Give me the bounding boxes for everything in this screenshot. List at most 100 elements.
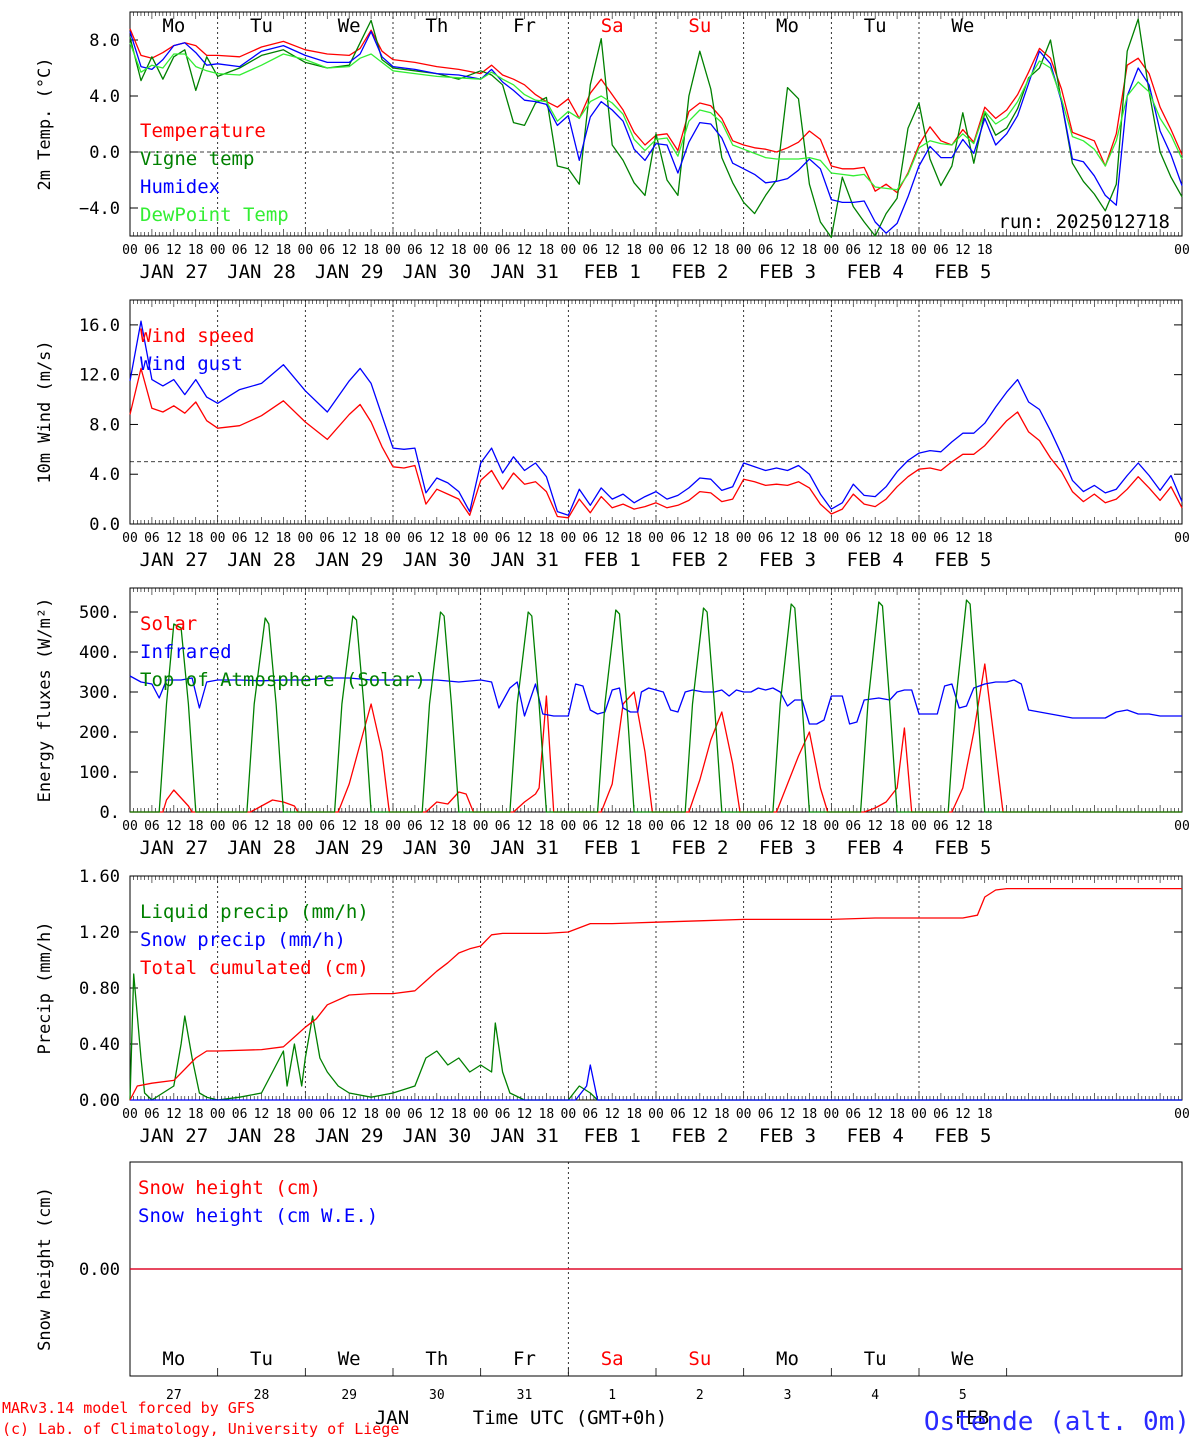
y-tick-label: −4.0 <box>79 199 120 219</box>
x-axis-title: Time UTC (GMT+0h) <box>473 1407 667 1429</box>
hour-label: 12 <box>341 531 357 546</box>
weekday-label: We <box>951 1348 974 1370</box>
date-label: JAN 30 <box>403 837 472 859</box>
hour-label: 18 <box>363 243 379 258</box>
legend-entry: Vigne temp <box>140 148 254 170</box>
hour-label: 18 <box>626 819 642 834</box>
date-label: FEB 5 <box>934 549 991 571</box>
hour-label: 18 <box>889 531 905 546</box>
legend-entry: Top of Atmosphere (Solar) <box>140 669 426 691</box>
hour-label: 12 <box>517 243 533 258</box>
hour-label: 06 <box>319 531 335 546</box>
hour-label: 00 <box>561 819 577 834</box>
hour-label: 18 <box>802 1107 818 1122</box>
date-label: FEB 2 <box>671 1125 728 1147</box>
hour-label: 06 <box>144 1107 160 1122</box>
hour-label: 18 <box>188 243 204 258</box>
date-label: JAN 27 <box>140 837 209 859</box>
hour-label: 12 <box>429 531 445 546</box>
hour-label: 18 <box>451 531 467 546</box>
hour-label: 00 <box>561 531 577 546</box>
legend-entry: Snow precip (mm/h) <box>140 929 346 951</box>
month-label-jan: JAN <box>375 1407 409 1429</box>
hour-label: 00 <box>911 1107 927 1122</box>
hour-label: 06 <box>319 243 335 258</box>
hour-label: 00 <box>1174 531 1190 546</box>
hour-label: 00 <box>736 531 752 546</box>
hour-label: 06 <box>495 243 511 258</box>
y-tick-label: 400. <box>79 643 120 663</box>
hour-label: 00 <box>122 1107 138 1122</box>
y-tick-label: 1.60 <box>79 867 120 887</box>
hour-label: 00 <box>1174 1107 1190 1122</box>
day-number-label: 3 <box>784 1388 792 1403</box>
series-infrared <box>129 675 1182 725</box>
hour-label: 00 <box>648 1107 664 1122</box>
series-snow-precip-mm-h <box>130 1064 1182 1101</box>
hour-label: 18 <box>977 531 993 546</box>
date-label: FEB 4 <box>847 837 904 859</box>
hour-label: 06 <box>582 819 598 834</box>
hour-label: 00 <box>911 819 927 834</box>
hour-label: 06 <box>495 1107 511 1122</box>
day-number-label: 4 <box>871 1388 879 1403</box>
hour-label: 06 <box>670 531 686 546</box>
month-label-feb: FEB <box>955 1407 989 1429</box>
hour-label: 18 <box>889 1107 905 1122</box>
legend-entry: Wind speed <box>140 325 254 347</box>
date-label: JAN 31 <box>490 261 559 283</box>
hour-label: 00 <box>561 1107 577 1122</box>
weekday-label: Sa <box>601 1348 624 1370</box>
hour-label: 06 <box>758 1107 774 1122</box>
y-tick-label: 4.0 <box>89 87 120 107</box>
hour-label: 00 <box>824 819 840 834</box>
day-number-label: 27 <box>166 1388 182 1403</box>
hour-label: 00 <box>736 819 752 834</box>
hour-label: 12 <box>867 531 883 546</box>
date-label: JAN 29 <box>315 549 384 571</box>
hour-label: 12 <box>166 531 182 546</box>
date-label: FEB 1 <box>584 549 641 571</box>
hour-label: 00 <box>473 819 489 834</box>
hour-label: 12 <box>254 819 270 834</box>
hour-label: 06 <box>845 1107 861 1122</box>
legend-entry: Infrared <box>140 641 232 663</box>
date-label: FEB 4 <box>847 261 904 283</box>
hour-label: 12 <box>604 243 620 258</box>
series-temperature <box>129 28 1183 194</box>
hour-label: 06 <box>144 531 160 546</box>
legend-entry: Humidex <box>140 176 220 198</box>
hour-label: 06 <box>670 243 686 258</box>
series-liquid-precip-mm-h <box>129 973 1182 1101</box>
hour-label: 12 <box>254 531 270 546</box>
hour-label: 00 <box>210 243 226 258</box>
date-label: JAN 30 <box>403 261 472 283</box>
day-number-label: 28 <box>254 1388 270 1403</box>
day-number-label: 29 <box>341 1388 357 1403</box>
y-tick-label: 300. <box>79 683 120 703</box>
legend-entry: Wind gust <box>140 353 243 375</box>
hour-label: 00 <box>648 531 664 546</box>
hour-label: 18 <box>451 243 467 258</box>
hour-label: 18 <box>539 819 555 834</box>
hour-label: 18 <box>626 243 642 258</box>
date-label: FEB 5 <box>934 261 991 283</box>
date-label: JAN 27 <box>140 261 209 283</box>
date-label: FEB 3 <box>759 261 816 283</box>
date-label: FEB 2 <box>671 261 728 283</box>
station-label: Ostende (alt. 0m) <box>924 1407 1190 1437</box>
hour-label: 00 <box>736 243 752 258</box>
date-label: JAN 30 <box>403 549 472 571</box>
y-tick-label: 8.0 <box>89 415 120 435</box>
series-dewpoint-temp <box>129 42 1183 191</box>
hour-label: 12 <box>780 531 796 546</box>
day-number-label: 30 <box>429 1388 445 1403</box>
legend-entry: Solar <box>140 613 197 635</box>
y-tick-label: 0.00 <box>79 1260 120 1280</box>
hour-label: 00 <box>210 819 226 834</box>
hour-label: 12 <box>604 1107 620 1122</box>
hour-label: 12 <box>517 819 533 834</box>
hour-label: 18 <box>276 531 292 546</box>
weekday-label: Sa <box>601 15 624 37</box>
hour-label: 00 <box>385 819 401 834</box>
